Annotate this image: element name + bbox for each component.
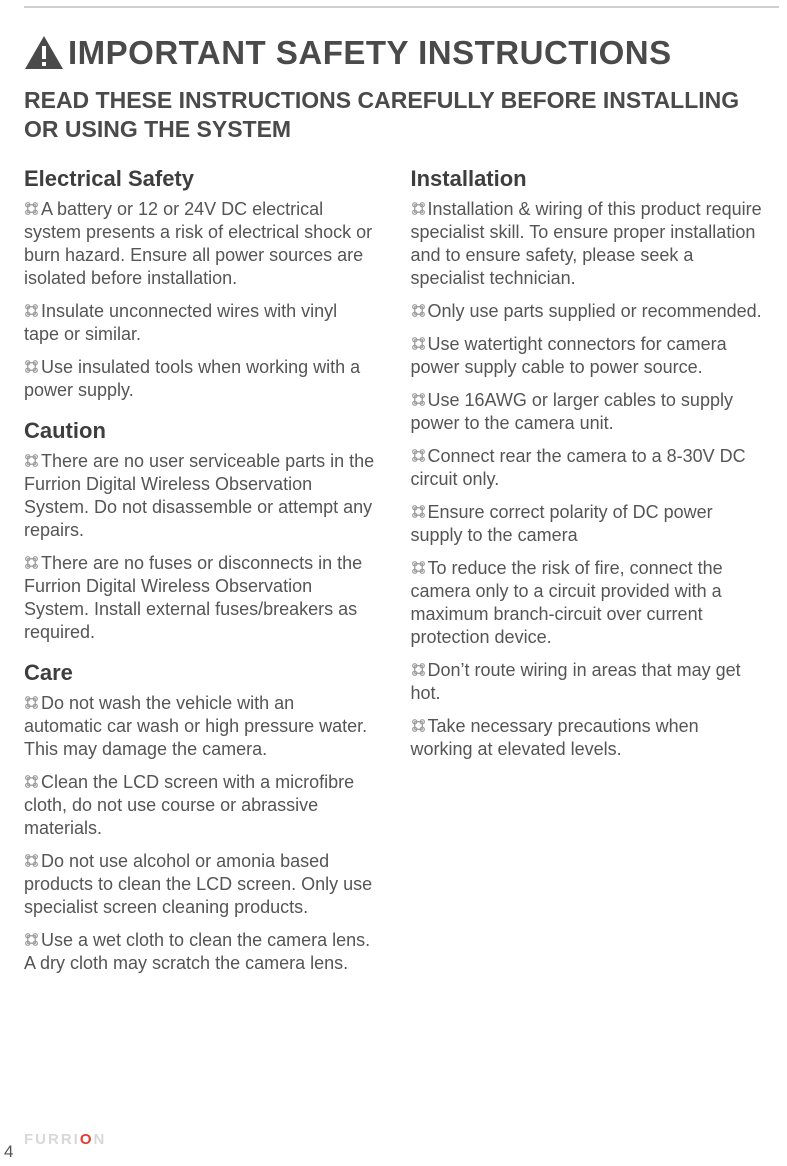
list-item: To reduce the risk of fire, connect the … [411,557,764,649]
item-text: Use insulated tools when working with a … [24,357,360,400]
item-text: Use a wet cloth to clean the cam­era len… [24,930,370,973]
command-bullet-icon [411,718,426,733]
list-item: Installation & wiring of this product re… [411,198,764,290]
command-bullet-icon [411,201,426,216]
command-bullet-icon [411,504,426,519]
item-text: Do not use alcohol or amonia based produ… [24,851,372,917]
list-item: Do not wash the vehicle with an automati… [24,692,377,761]
command-bullet-icon [411,560,426,575]
command-bullet-icon [24,359,39,374]
section-heading: Electrical Safety [24,166,377,192]
list-item: Ensure correct polarity of DC power supp… [411,501,764,547]
item-text: Take necessary precautions when working … [411,716,699,759]
footer: FURRION [24,1131,763,1148]
brand-part-2: N [94,1131,107,1148]
command-bullet-icon [24,303,39,318]
subtitle: READ THESE INSTRUCTIONS CAREFULLY BEFORE… [24,86,763,144]
list-item: Take necessary precautions when working … [411,715,764,761]
list-item: Do not use alcohol or amonia based produ… [24,850,377,919]
section-heading: Installation [411,166,764,192]
list-item: Use insulated tools when working with a … [24,356,377,402]
left-column: Electrical Safety A battery or 12 or 24V … [24,166,377,986]
list-item: Clean the LCD screen with a microfi­bre … [24,771,377,840]
command-bullet-icon [24,774,39,789]
brand-logo: FURRION [24,1131,763,1148]
list-item: There are no fuses or disconnects in the… [24,552,377,644]
item-text: A battery or 12 or 24V DC electrical sys… [24,199,372,288]
item-text: Clean the LCD screen with a microfi­bre … [24,772,354,838]
brand-part-1: FURRI [24,1131,80,1148]
list-item: A battery or 12 or 24V DC electrical sys… [24,198,377,290]
content-columns: Electrical Safety A battery or 12 or 24V … [24,166,763,986]
item-text: To reduce the risk of fire, connect the … [411,558,723,647]
command-bullet-icon [24,695,39,710]
list-item: Use a wet cloth to clean the cam­era len… [24,929,377,975]
item-text: Installation & wiring of this product re… [411,199,762,288]
item-text: Use watertight connectors for camera pow… [411,334,727,377]
list-item: Use 16AWG or larger cables to sup­ply po… [411,389,764,435]
command-bullet-icon [411,448,426,463]
brand-accent: O [80,1131,94,1148]
warning-icon [24,35,64,71]
item-text: Ensure correct polarity of DC power supp… [411,502,713,545]
list-item: Insulate unconnected wires with vinyl ta… [24,300,377,346]
item-text: Use 16AWG or larger cables to sup­ply po… [411,390,733,433]
item-text: Do not wash the vehicle with an automati… [24,693,367,759]
list-item: Use watertight connectors for camera pow… [411,333,764,379]
top-rule [24,6,779,8]
title-text: IMPORTANT SAFETY INSTRUCTIONS [68,34,672,72]
command-bullet-icon [24,932,39,947]
command-bullet-icon [24,853,39,868]
page-title: IMPORTANT SAFETY INSTRUCTIONS [24,34,763,72]
item-text: Only use parts supplied or recom­mended. [428,301,762,321]
page-number: 4 [4,1142,13,1162]
command-bullet-icon [411,662,426,677]
command-bullet-icon [411,303,426,318]
list-item: There are no user serviceable parts in t… [24,450,377,542]
list-item: Only use parts supplied or recom­mended. [411,300,764,323]
list-item: Connect rear the camera to a 8-30V DC ci… [411,445,764,491]
item-text: There are no fuses or disconnects in the… [24,553,362,642]
command-bullet-icon [24,555,39,570]
item-text: Insulate unconnected wires with vinyl ta… [24,301,337,344]
command-bullet-icon [24,453,39,468]
section-heading: Caution [24,418,377,444]
item-text: Connect rear the camera to a 8-30V DC ci… [411,446,746,489]
item-text: There are no user serviceable parts in t… [24,451,374,540]
command-bullet-icon [411,336,426,351]
command-bullet-icon [24,201,39,216]
list-item: Don’t route wiring in areas that may get… [411,659,764,705]
section-heading: Care [24,660,377,686]
right-column: Installation Installation & wiring of thi… [411,166,764,986]
item-text: Don’t route wiring in areas that may get… [411,660,741,703]
command-bullet-icon [411,392,426,407]
